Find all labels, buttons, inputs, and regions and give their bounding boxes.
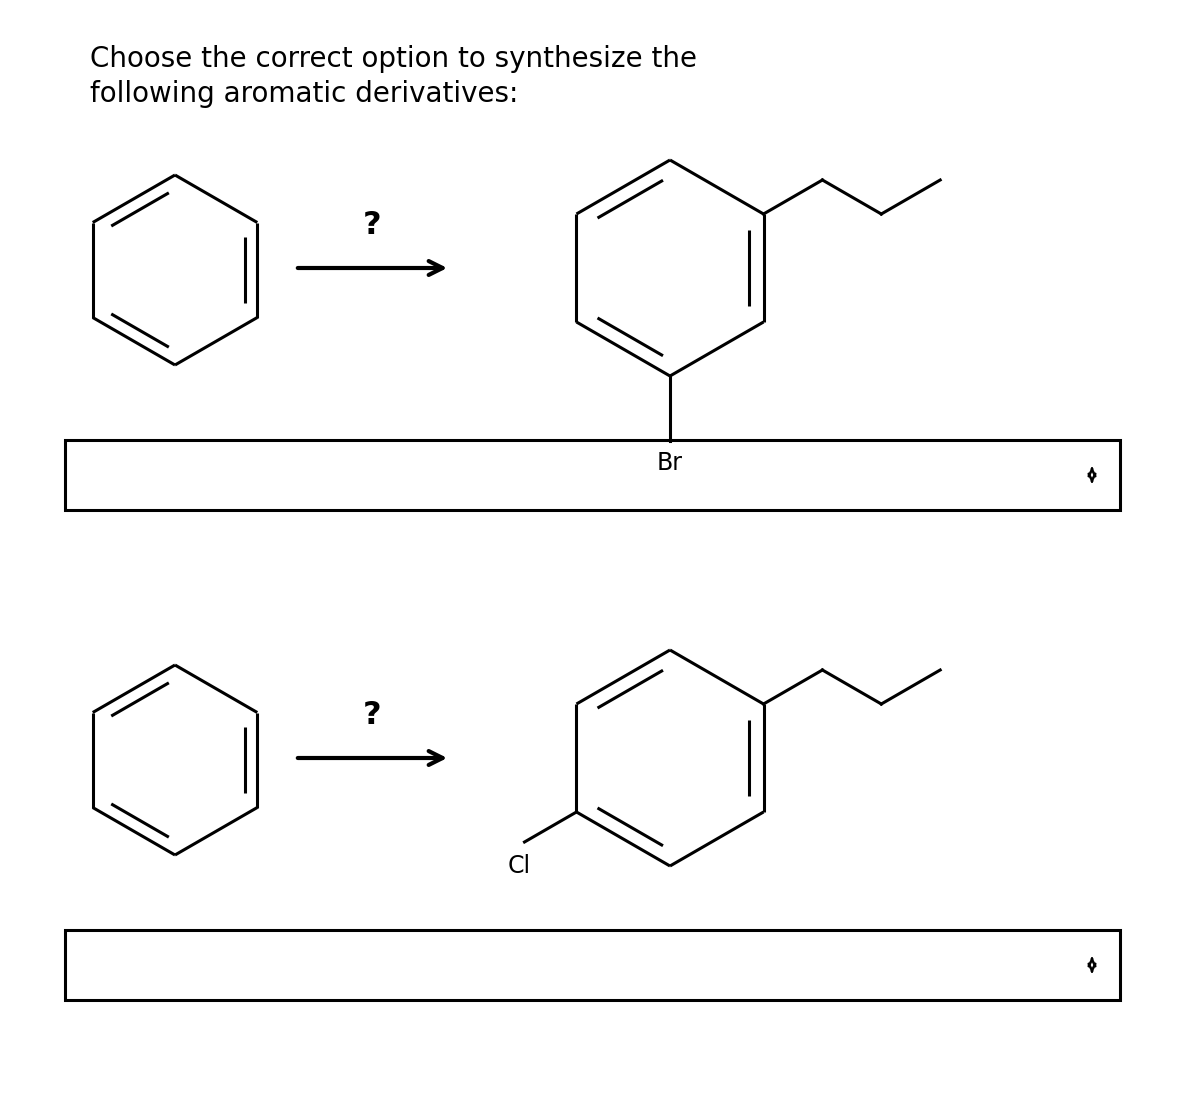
Text: Cl: Cl <box>508 853 532 878</box>
Bar <box>65 440 1120 510</box>
Text: ?: ? <box>362 209 382 241</box>
Bar <box>65 930 1120 1000</box>
Text: Choose the correct option to synthesize the: Choose the correct option to synthesize … <box>90 45 697 73</box>
Text: Br: Br <box>658 451 683 475</box>
Text: ?: ? <box>362 700 382 730</box>
Text: following aromatic derivatives:: following aromatic derivatives: <box>90 80 518 108</box>
